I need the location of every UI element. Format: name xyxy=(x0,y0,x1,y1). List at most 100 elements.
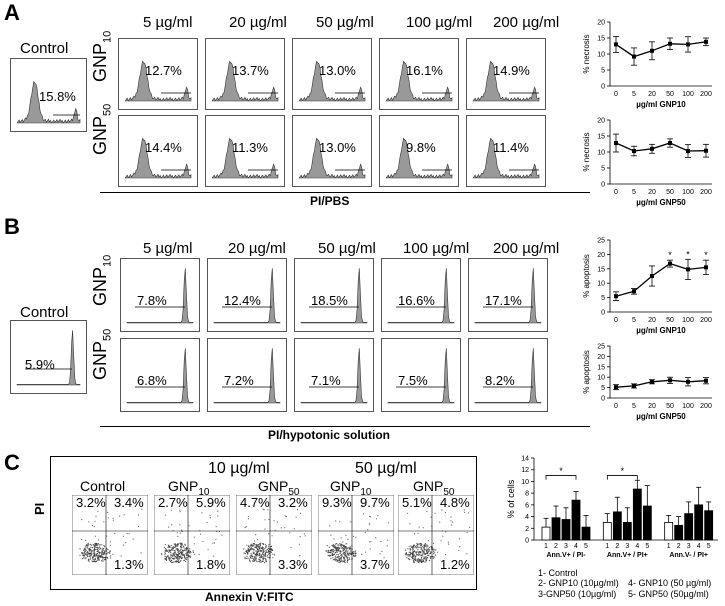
cell-dot xyxy=(94,542,96,544)
cell-dot xyxy=(274,529,276,531)
cell-dot xyxy=(185,547,188,549)
cell-dot xyxy=(345,549,347,551)
cell-dot xyxy=(168,544,170,546)
cell-dot xyxy=(418,551,420,553)
cell-dot xyxy=(445,531,447,533)
cell-dot xyxy=(341,544,343,546)
cell-dot xyxy=(409,548,411,550)
cell-dot xyxy=(183,559,185,561)
cell-dot xyxy=(176,554,178,556)
cell-dot xyxy=(102,550,104,552)
cell-dot xyxy=(128,533,130,535)
cell-dot xyxy=(180,548,182,550)
panel-b-row1-percent: 16.6% xyxy=(398,293,435,308)
cell-dot xyxy=(94,535,96,537)
cell-dot xyxy=(109,541,112,543)
panel-a-control-label: Control xyxy=(20,40,69,57)
quadrant-ur: 9.7% xyxy=(360,495,390,510)
cell-dot xyxy=(334,557,337,559)
cell-dot xyxy=(172,547,175,549)
x-tick-label: 20 xyxy=(648,91,656,98)
cell-dot xyxy=(328,555,331,557)
cell-dot xyxy=(258,547,260,550)
cell-dot xyxy=(264,558,266,560)
cell-dot xyxy=(276,521,278,523)
quadrant-ul: 3.2% xyxy=(76,495,106,510)
legend-item-2: 2- GNP10 (10µg/ml) xyxy=(538,578,619,588)
cell-dot xyxy=(170,544,172,546)
panel-a-row2-label: GNP50 xyxy=(90,103,114,155)
y-axis-label: % apoptosis xyxy=(582,254,591,298)
y-tick-label: 25 xyxy=(597,238,605,245)
cell-dot xyxy=(353,554,355,556)
category-label: 5 xyxy=(707,543,711,550)
cell-dot xyxy=(441,509,443,511)
bar xyxy=(632,488,642,541)
cell-dot xyxy=(112,519,114,521)
cell-dot xyxy=(260,554,263,556)
cell-dot xyxy=(257,539,259,541)
cell-dot xyxy=(428,549,430,551)
bar xyxy=(622,522,632,541)
cell-dot xyxy=(350,550,352,552)
cell-dot xyxy=(345,545,347,548)
cell-dot xyxy=(340,554,342,557)
cell-dot xyxy=(169,556,171,558)
cell-dot xyxy=(177,548,179,550)
cell-dot xyxy=(421,547,423,549)
cell-dot xyxy=(262,560,264,562)
cell-dot xyxy=(342,549,344,551)
y-tick-label: 14 xyxy=(521,456,529,463)
cell-dot xyxy=(107,549,109,551)
cell-dot xyxy=(422,561,424,563)
cell-dot xyxy=(110,557,112,559)
cell-dot xyxy=(428,560,431,562)
cell-dot xyxy=(186,551,188,554)
cell-dot xyxy=(89,555,91,557)
cell-dot xyxy=(180,551,182,553)
cell-dot xyxy=(342,546,344,548)
cell-dot xyxy=(335,550,338,552)
cell-dot xyxy=(173,553,175,556)
cell-dot xyxy=(164,554,166,556)
cell-dot xyxy=(337,549,339,551)
cell-dot xyxy=(348,547,350,549)
cell-dot xyxy=(176,548,178,550)
cell-dot xyxy=(265,545,267,547)
cell-dot xyxy=(257,549,259,551)
cell-dot xyxy=(447,541,449,543)
panel-c-dotplot-3: 4.7% 3.2% 3.3% xyxy=(235,494,313,576)
cell-dot xyxy=(255,534,257,536)
cell-dot xyxy=(354,551,356,553)
cell-dot xyxy=(259,561,261,563)
cell-dot xyxy=(448,543,450,545)
cell-dot xyxy=(94,544,96,546)
cell-dot xyxy=(406,557,408,559)
histogram-curve xyxy=(385,60,453,102)
cell-dot xyxy=(422,545,424,548)
histogram-curve xyxy=(126,268,194,324)
cell-dot xyxy=(190,552,192,554)
category-label: 2 xyxy=(615,543,619,550)
cell-dot xyxy=(369,541,371,543)
y-tick-label: 5 xyxy=(601,166,605,173)
cell-dot xyxy=(348,558,351,560)
cell-dot xyxy=(336,549,338,551)
cell-dot xyxy=(91,547,94,549)
histogram-curve xyxy=(300,268,368,324)
cell-dot xyxy=(259,552,261,554)
x-tick-label: 200 xyxy=(700,189,712,196)
quadrant-ur: 3.4% xyxy=(114,495,144,510)
cell-dot xyxy=(418,543,420,545)
x-axis-label: µg/ml GNP10 xyxy=(636,100,686,109)
y-tick-label: 5 xyxy=(601,385,605,392)
line-chart-necrosis-gnp50: 0 5 10 15 20 0 5 20 50 100 200 µg/ml GNP50% necrosi… xyxy=(580,112,720,208)
cell-dot xyxy=(264,528,266,530)
histogram-curve xyxy=(211,137,279,179)
cell-dot xyxy=(213,542,215,544)
cell-dot xyxy=(330,551,333,553)
cell-dot xyxy=(346,558,348,560)
data-point xyxy=(686,267,690,272)
cell-dot xyxy=(243,552,245,554)
cell-dot xyxy=(330,534,332,536)
